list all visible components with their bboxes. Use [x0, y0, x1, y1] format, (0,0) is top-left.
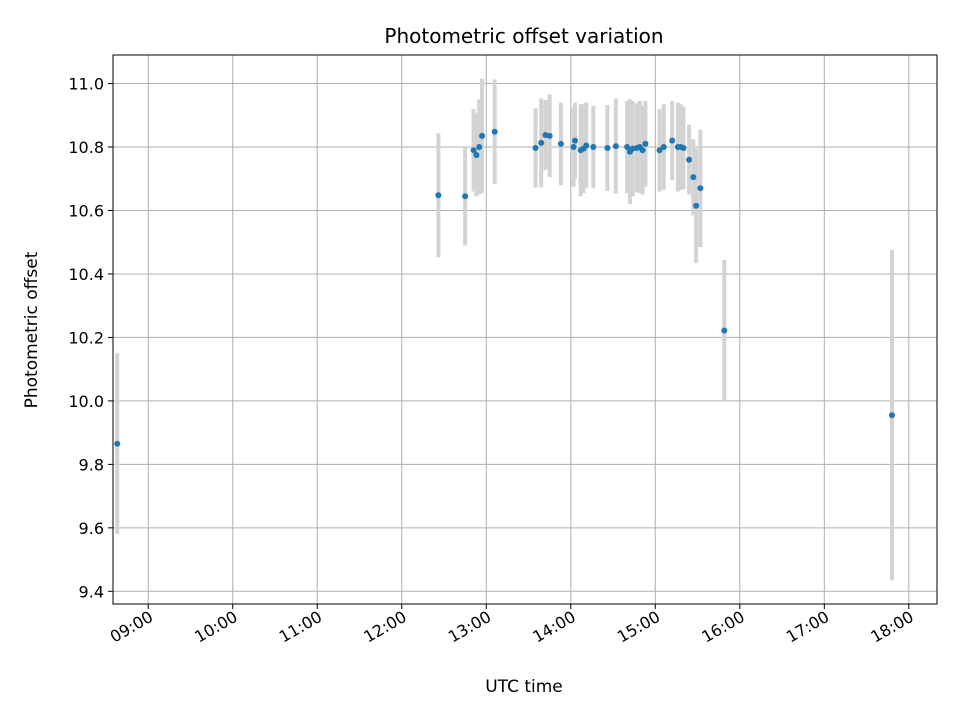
- data-point: [642, 140, 649, 147]
- data-point: [538, 139, 545, 146]
- data-point: [604, 144, 611, 151]
- data-point: [590, 144, 597, 151]
- data-point: [532, 144, 539, 151]
- x-tick-label: 16:00: [698, 607, 747, 647]
- x-tick-label: 14:00: [529, 607, 578, 647]
- data-point: [462, 193, 469, 200]
- data-points: [114, 128, 895, 447]
- chart-title: Photometric offset variation: [384, 24, 663, 48]
- data-point: [491, 128, 498, 135]
- data-point: [656, 147, 663, 154]
- y-tick-label: 10.0: [68, 392, 104, 411]
- x-tick-label: 10:00: [191, 607, 240, 647]
- data-point: [479, 132, 486, 139]
- x-tick-label: 12:00: [360, 607, 409, 647]
- y-tick-label: 9.4: [79, 582, 104, 601]
- y-axis-title: Photometric offset: [22, 251, 42, 408]
- data-point: [557, 140, 564, 147]
- x-tick-label: 18:00: [867, 607, 916, 647]
- x-tick-label: 17:00: [783, 607, 832, 647]
- data-point: [572, 137, 579, 144]
- grid: [113, 55, 937, 604]
- data-point: [888, 412, 895, 419]
- data-point: [570, 144, 577, 151]
- y-axis: 9.4 9.6 9.8 10.0 10.2 10.4 10.6 10.8 11.0: [68, 75, 113, 601]
- data-point: [612, 143, 619, 150]
- data-point: [583, 142, 590, 149]
- data-point: [473, 151, 480, 158]
- x-tick-label: 11:00: [276, 607, 325, 647]
- x-tick-label: 09:00: [107, 607, 156, 647]
- y-tick-label: 10.8: [68, 138, 104, 157]
- y-tick-label: 11.0: [68, 75, 104, 94]
- data-point: [476, 144, 483, 151]
- data-point: [114, 440, 121, 447]
- x-axis-title: UTC time: [485, 677, 563, 697]
- x-tick-label: 13:00: [445, 607, 494, 647]
- data-point: [639, 147, 646, 154]
- data-point: [680, 144, 687, 151]
- data-point: [721, 327, 728, 334]
- error-bars: [115, 78, 894, 581]
- data-point: [669, 137, 676, 144]
- data-point: [690, 174, 697, 181]
- y-tick-label: 10.2: [68, 328, 104, 347]
- data-point: [470, 147, 477, 154]
- data-point: [686, 156, 693, 163]
- data-point: [697, 185, 704, 192]
- y-tick-label: 9.6: [79, 519, 104, 538]
- plot-frame: [112, 54, 938, 605]
- y-tick-label: 10.6: [68, 201, 104, 220]
- data-point: [660, 144, 667, 151]
- data-point: [435, 192, 442, 199]
- x-tick-label: 15:00: [614, 607, 663, 647]
- data-point: [693, 202, 700, 209]
- data-point: [624, 144, 631, 151]
- y-tick-label: 10.4: [68, 265, 104, 284]
- y-tick-label: 9.8: [79, 455, 104, 474]
- data-point: [546, 132, 553, 139]
- x-axis: 09:00 10:00 11:00 12:00 13:00 14:00 15:00 16:00…: [107, 604, 917, 647]
